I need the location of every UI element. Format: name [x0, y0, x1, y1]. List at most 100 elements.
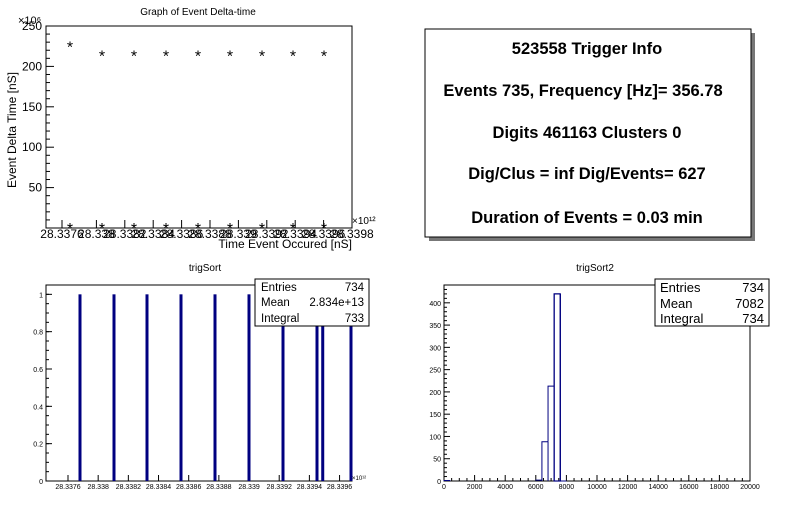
trigsort-bar [145, 294, 149, 481]
trigsort-bar [349, 294, 353, 481]
trigsort-x-exponent: ×10¹² [352, 476, 366, 482]
trigsort2-x-tick-label: 8000 [559, 484, 575, 491]
graph-axes: 5010015020025028.337628.33828.338228.338… [22, 19, 374, 241]
trigsort-stats-frame [254, 278, 370, 327]
trigsort2-histogram-outline [443, 293, 567, 482]
trigsort2-y-tick-label: 200 [429, 390, 441, 397]
trigsort-bar [321, 294, 325, 481]
graph-baseline-point: * [227, 221, 233, 238]
trigsort-x-tick-label: 28.3394 [297, 484, 322, 491]
trigsort2-x-tick-label: 14000 [648, 484, 668, 491]
graph-baseline-point: * [99, 221, 105, 238]
trigsort2-stat-label: Entries [660, 280, 701, 295]
trigsort2-x-tick-label: 18000 [710, 484, 730, 491]
graph-x-tick-label: 28.3398 [330, 227, 374, 241]
trigsort-y-tick-label: 0.6 [33, 367, 43, 374]
trigsort2-bars [443, 293, 567, 482]
trigsort-x-tick-label: 28.338 [87, 484, 109, 491]
graph-point: * [259, 48, 265, 65]
trigsort-stat-label: Integral [261, 313, 299, 325]
trigsort-axes: 0 0.2 0.4 0.6 0.8 1 28.3376 28.338 28.3382 28.338… [33, 292, 352, 491]
trigsort-bar [315, 294, 319, 481]
graph-frame [45, 25, 353, 229]
graph-y-tick-label: 200 [22, 59, 42, 73]
trigsort-stat-value: 734 [345, 282, 365, 294]
trigsort2-stat-value: 734 [742, 280, 764, 295]
info-box [424, 28, 752, 238]
trigsort2-x-tick-label: 10000 [587, 484, 607, 491]
trigsort2-y-tick-label: 350 [429, 323, 441, 330]
graph-point: * [131, 48, 137, 65]
trigsort-histogram: trigSort ×10¹² 0 0.2 0.4 0.6 0.8 1 28.3376 28.3… [33, 263, 370, 491]
graph-x-exponent: ×10¹² [352, 216, 376, 227]
trigsort-bar [247, 294, 251, 481]
trigsort-bar [179, 294, 183, 481]
trigsort-y-tick-label: 0.2 [33, 442, 43, 449]
trigsort2-y-tick-label: 300 [429, 345, 441, 352]
trigger-info-panel: 523558 Trigger Info Events 735, Frequenc… [424, 28, 755, 241]
trigsort2-x-tick-label: 20000 [740, 484, 760, 491]
trigsort-bar [213, 294, 217, 481]
graph-point: * [290, 48, 296, 65]
trigsort-x-tick-label: 28.3396 [327, 484, 352, 491]
trigsort-x-tick-label: 28.339 [238, 484, 260, 491]
trigsort2-y-tick-label: 100 [429, 434, 441, 441]
trigsort2-x-tick-label: 6000 [528, 484, 544, 491]
graph-ylabel: Event Delta Time [nS] [5, 72, 19, 188]
graph-baseline-point: * [163, 221, 169, 238]
trigsort2-title: trigSort2 [576, 263, 614, 274]
graph-x-tick-label: 28.3382 [103, 227, 147, 241]
graph-baseline-point: * [259, 221, 265, 238]
trigsort-bar [281, 294, 285, 481]
trigsort2-x-tick-label: 4000 [497, 484, 513, 491]
graph-baseline-point: * [321, 221, 327, 238]
graph-xlabel: Time Event Occured [nS] [218, 237, 352, 251]
info-line-events: Events 735, Frequency [Hz]= 356.78 [443, 82, 722, 100]
trigsort2-y-tick-label: 400 [429, 301, 441, 308]
graph-x-tick-label: 28.3376 [40, 227, 84, 241]
graph-baseline-point: * [67, 221, 73, 238]
trigsort2-stat-value: 7082 [735, 296, 764, 311]
trigsort2-x-tick-label: 16000 [679, 484, 699, 491]
graph-x-tick-label: 28.3386 [160, 227, 204, 241]
trigsort2-y-tick-label: 0 [437, 479, 441, 486]
trigsort2-y-tick-label: 150 [429, 412, 441, 419]
graph-y-tick-label: 50 [29, 181, 43, 195]
graph-point: * [99, 48, 105, 65]
trigsort-x-tick-label: 28.3382 [116, 484, 141, 491]
graph-title: Graph of Event Delta-time [140, 7, 256, 18]
trigsort-x-tick-label: 28.3384 [146, 484, 171, 491]
trigsort-x-tick-label: 28.3388 [206, 484, 231, 491]
graph-x-tick-label: 28.3394 [274, 227, 318, 241]
trigsort2-x-tick-label: 12000 [618, 484, 638, 491]
graph-points: * * * * * * * * * * * * * * * * * * [67, 40, 327, 238]
graph-point: * [227, 48, 233, 65]
graph-point: * [195, 48, 201, 65]
trigsort2-stats-frame [654, 278, 770, 327]
graph-x-tick-label: 28.338 [78, 227, 115, 241]
graph-x-tick-label: 28.339 [220, 227, 257, 241]
graph-baseline-point: * [290, 221, 296, 238]
graph-point: * [321, 48, 327, 65]
graph-baseline-point: * [131, 221, 137, 238]
graph-y-tick-label: 100 [22, 140, 42, 154]
trigsort2-stat-label: Integral [660, 311, 703, 326]
trigsort-stat-value: 2.834e+13 [309, 297, 364, 309]
info-line-digits: Digits 461163 Clusters 0 [493, 124, 682, 142]
graph-y-tick-label: 150 [22, 100, 42, 114]
trigsort-bars [78, 294, 353, 481]
trigsort-stat-value: 733 [345, 313, 364, 325]
trigsort2-y-tick-label: 250 [429, 368, 441, 375]
graph-x-tick-label: 28.3388 [188, 227, 232, 241]
trigsort-y-tick-label: 0.8 [33, 330, 43, 337]
trigsort-y-tick-label: 1 [39, 292, 43, 299]
trigsort2-x-tick-label: 0 [442, 484, 446, 491]
trigsort-y-tick-label: 0 [39, 479, 43, 486]
trigsort2-stat-value: 734 [742, 311, 764, 326]
trigsort-x-tick-label: 28.3376 [55, 484, 80, 491]
graph-point: * [163, 48, 169, 65]
trigsort2-x-tick-label: 2000 [467, 484, 483, 491]
